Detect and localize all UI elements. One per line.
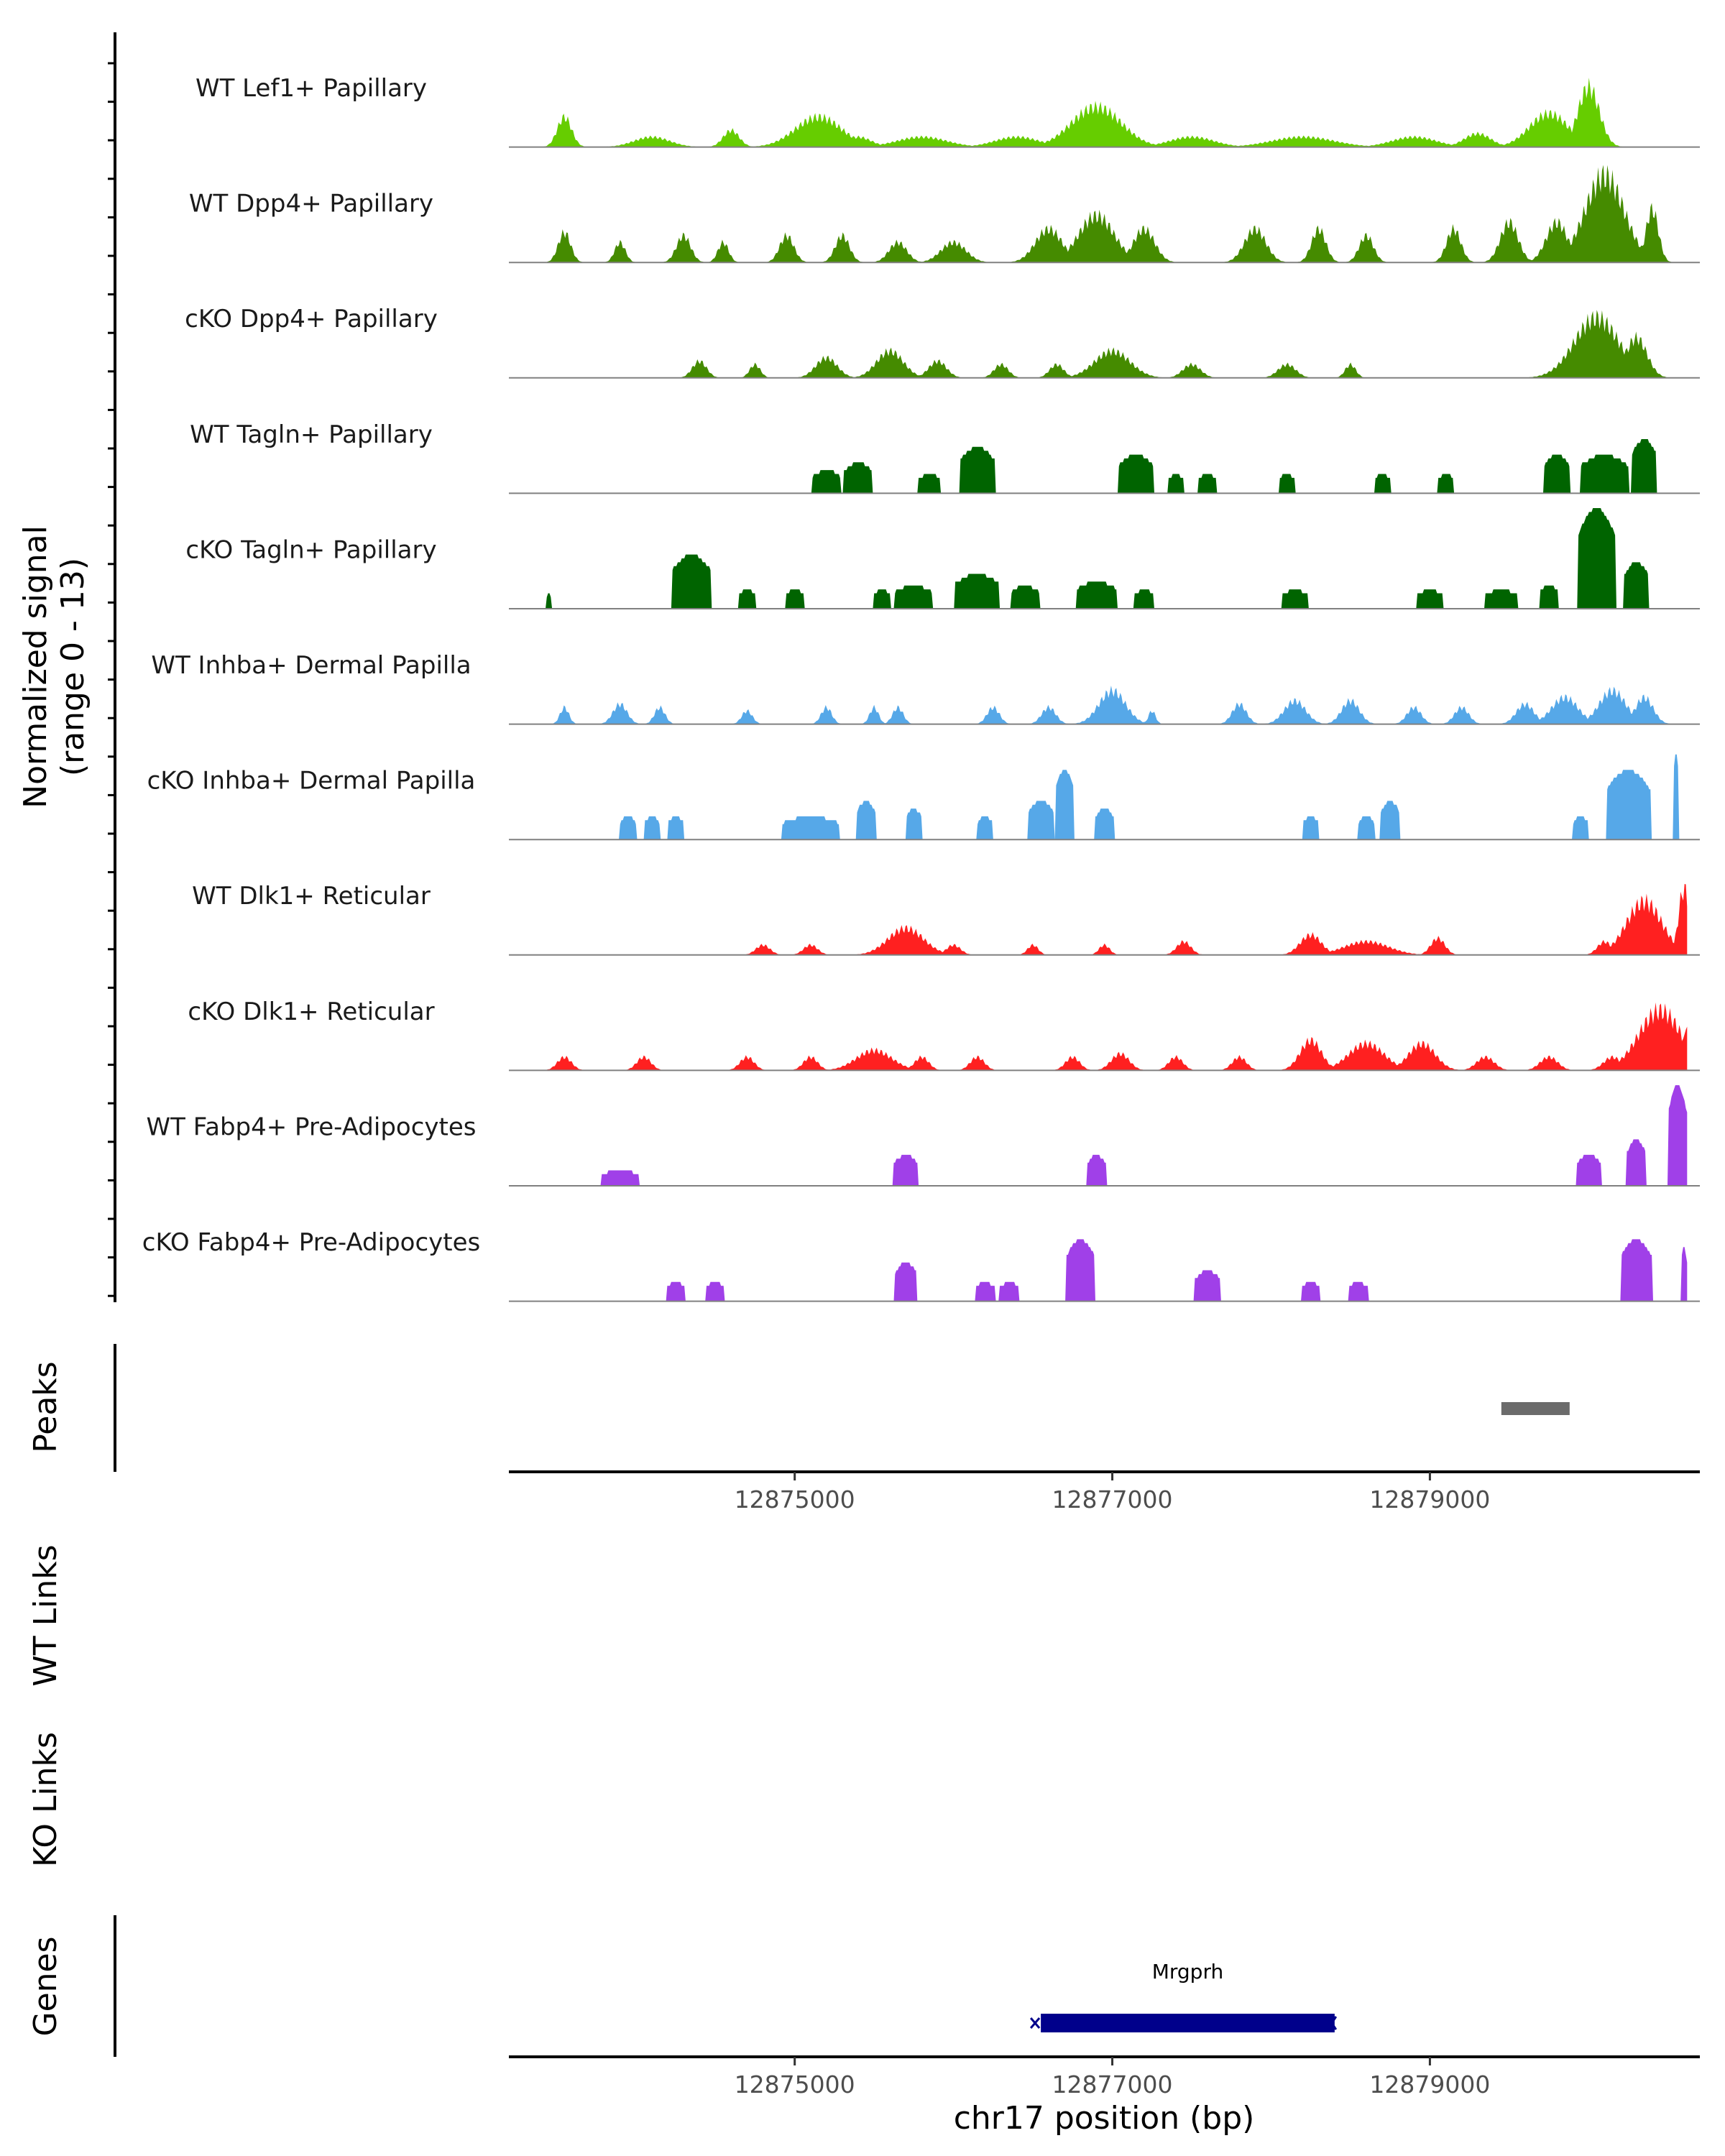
coverage-track-label: cKO Tagln+ Papillary [185,535,436,564]
coverage-area [509,1085,1688,1186]
strand-arrow-icon [1326,2016,1338,2030]
coverage-y-ticks [108,62,115,1297]
peak-ranges [1501,1402,1570,1415]
coverage-track-label: WT Tagln+ Papillary [190,420,433,449]
coverage-track: WT Dpp4+ Papillary [189,165,1700,264]
x-tick-label: 12875000 [735,2070,855,2099]
coverage-track-label: cKO Fabp4+ Pre-Adipocytes [142,1228,481,1257]
x-axis-top: 12875000 12877000 12879000 [509,1470,1700,1514]
coverage-area [509,754,1688,840]
x-axis-bottom: 12875000 12877000 12879000 chr17 position … [509,2055,1700,2137]
x-axis-top-ticks: 12875000 12877000 12879000 [735,1472,1490,1514]
x-tick-label: 12877000 [1052,1485,1173,1514]
coverage-track: cKO Dlk1+ Reticular [188,998,1700,1072]
coverage-y-axis: Normalized signal (range 0 - 13) [17,32,116,1302]
x-tick-label: 12877000 [1052,2070,1173,2099]
x-tick-label: 12879000 [1369,2070,1490,2099]
x-axis-title: chr17 position (bp) [954,2100,1255,2137]
coverage-area [509,439,1688,494]
genes-track-label: Genes [27,1936,64,2036]
coverage-area [509,686,1688,724]
genes-panel: Genes Mrgprh [27,1915,1338,2057]
wt-links-track-label: WT Links [27,1544,64,1686]
coverage-track: cKO Fabp4+ Pre-Adipocytes [142,1228,1700,1302]
coverage-track: cKO Tagln+ Papillary [185,508,1700,609]
coverage-track-label: WT Inhba+ Dermal Papilla [151,651,471,680]
coverage-track-label: cKO Inhba+ Dermal Papilla [147,767,476,796]
peaks-track-label: Peaks [27,1361,64,1452]
gene-body [1041,2014,1335,2032]
coverage-track: WT Fabp4+ Pre-Adipocytes [147,1085,1700,1187]
peak-range [1501,1402,1570,1415]
coverage-track-label: WT Dpp4+ Papillary [189,190,433,218]
ko-links-track-label: KO Links [27,1732,64,1867]
coverage-track-label: cKO Dlk1+ Reticular [188,998,434,1026]
coverage-track: cKO Inhba+ Dermal Papilla [147,754,1700,841]
x-tick-label: 12879000 [1369,1485,1490,1514]
coverage-area [509,78,1688,147]
coverage-track-label: cKO Dpp4+ Papillary [185,305,438,333]
coverage-area [509,165,1688,263]
coverage-tracks: WT Lef1+ Papillary WT Dpp4+ Papillary cKO … [142,74,1700,1302]
gene-label: Mrgprh [1152,1960,1224,1984]
coverage-track-label: WT Dlk1+ Reticular [192,882,431,911]
coverage-area [509,310,1688,378]
coverage-track: WT Dlk1+ Reticular [192,882,1700,956]
coverage-track: WT Inhba+ Dermal Papilla [151,651,1700,725]
gene-models: Mrgprh [1029,1960,1338,2032]
coverage-y-label-line2: (range 0 - 13) [55,558,91,776]
peaks-panel: Peaks [27,1344,1570,1472]
coverage-track: cKO Dpp4+ Papillary [185,305,1700,379]
x-axis-bottom-ticks: 12875000 12877000 12879000 [735,2057,1490,2099]
coverage-y-label: Normalized signal (range 0 - 13) [17,525,91,808]
coverage-track: WT Lef1+ Papillary [196,74,1700,148]
coverage-area [509,508,1688,609]
x-tick-label: 12875000 [735,1485,855,1514]
strand-arrow-icon [1029,2017,1041,2029]
coverage-track-label: WT Lef1+ Papillary [196,74,427,103]
coverage-track: WT Tagln+ Papillary [190,420,1700,494]
coverage-y-label-line1: Normalized signal [17,525,54,808]
coverage-track-label: WT Fabp4+ Pre-Adipocytes [147,1112,477,1141]
